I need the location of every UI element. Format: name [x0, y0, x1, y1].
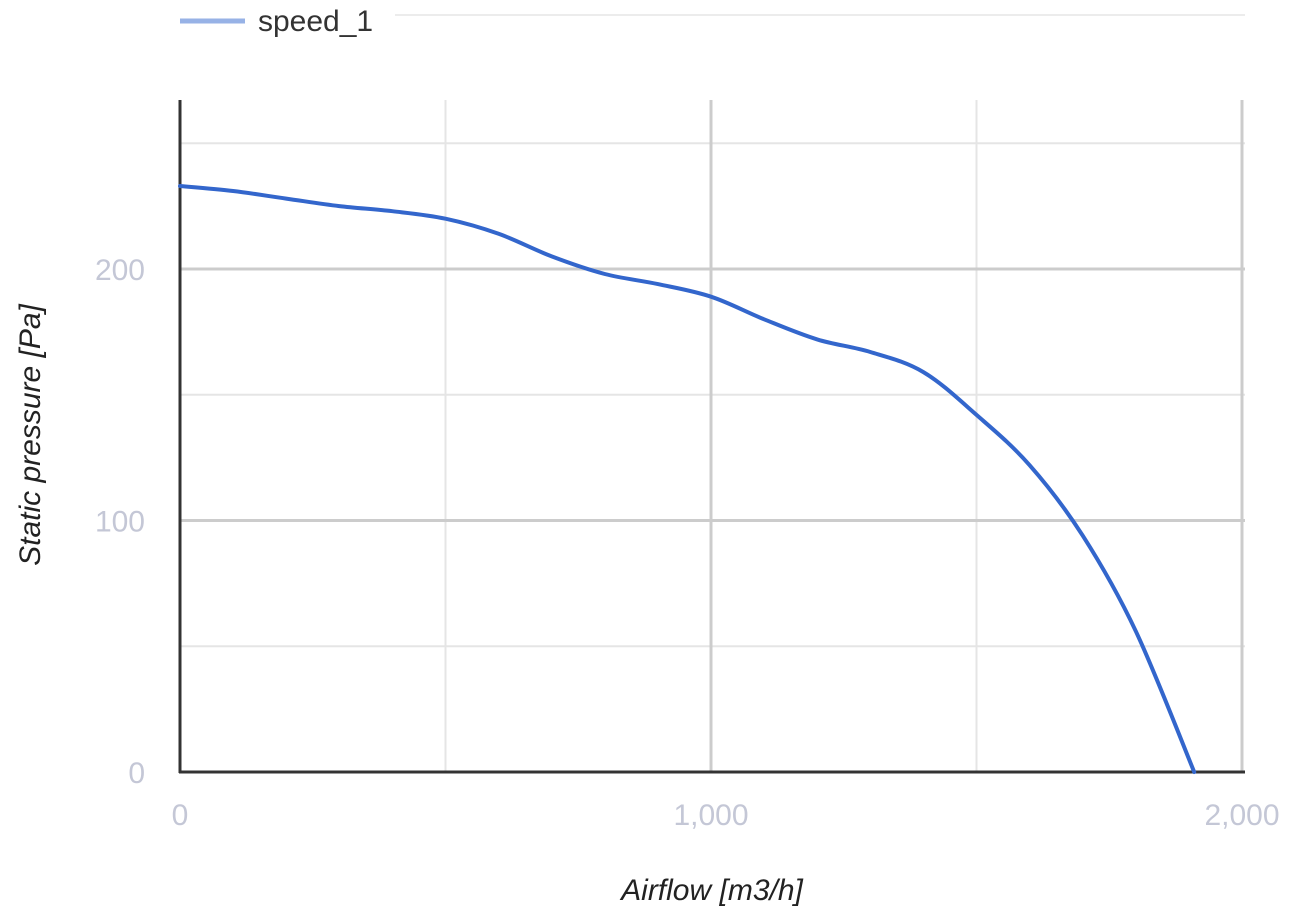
legend-label-speed-1: speed_1 [258, 5, 373, 38]
axes [178, 100, 1245, 774]
x-tick-label-0: 0 [172, 799, 189, 832]
y-tick-label-0: 0 [128, 757, 145, 790]
y-tick-label-200: 200 [95, 254, 145, 287]
y-tick-label-100: 100 [95, 506, 145, 539]
x-tick-label-1000: 1,000 [673, 799, 748, 832]
series-line-speed-1 [178, 184, 1197, 774]
y-tick-labels: 0 100 200 [95, 254, 145, 790]
major-gridlines [180, 100, 1245, 772]
x-tick-labels: 0 1,000 2,000 [172, 799, 1280, 832]
series-group [178, 184, 1197, 774]
x-tick-label-2000: 2,000 [1204, 799, 1279, 832]
y-axis-title: Static pressure [Pa] [14, 303, 47, 565]
x-axis-title: Airflow [m3/h] [619, 874, 803, 907]
legend[interactable]: speed_1 [180, 5, 1245, 38]
